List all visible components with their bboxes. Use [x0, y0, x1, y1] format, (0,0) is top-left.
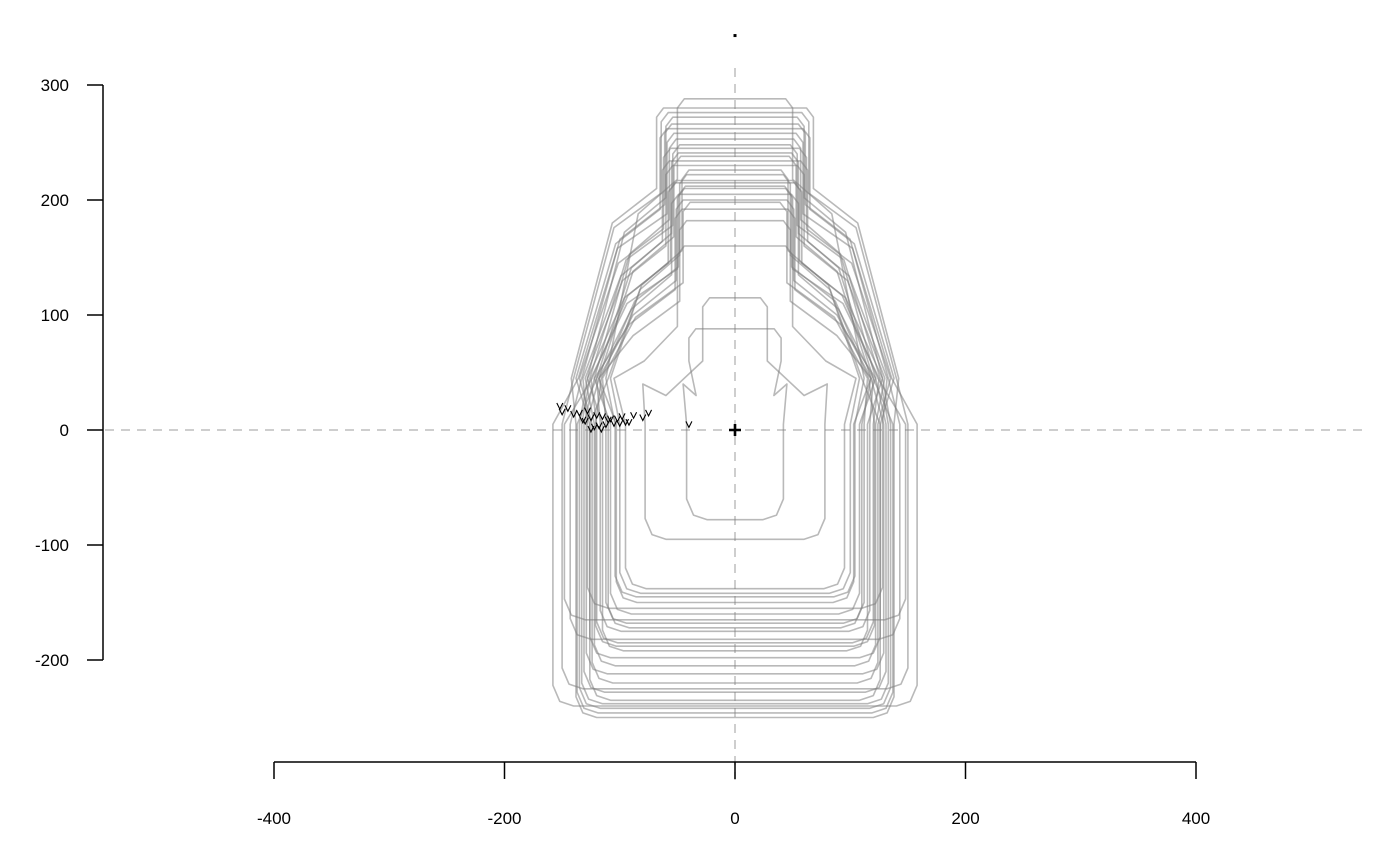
start-marker-9 [575, 409, 583, 418]
outline-series-15 [575, 127, 895, 702]
outline-series-11 [584, 164, 886, 667]
outline-series-5 [593, 208, 877, 615]
outline-series-1 [682, 328, 788, 521]
outline-series-26 [576, 152, 894, 714]
outline-series-12 [585, 155, 885, 675]
y-tick-label: 0 [60, 421, 69, 440]
start-marker-14 [625, 418, 633, 427]
axes: -200 -100 0 100 200 300 -400 -200 0 200 400 [35, 76, 1210, 828]
start-marker-19 [618, 413, 626, 421]
start-marker-5 [593, 411, 601, 420]
outline-series-27 [594, 185, 876, 647]
x-tick-label: 0 [730, 809, 739, 828]
start-marker-6 [581, 417, 589, 426]
start-marker-1 [685, 421, 693, 429]
outline-series-25 [569, 123, 901, 641]
start-marker-7 [610, 420, 618, 428]
start-marker-28 [616, 420, 624, 428]
start-marker-10 [598, 413, 606, 421]
center-plus-marker [729, 424, 741, 436]
outline-series [552, 98, 918, 719]
y-tick-label: 100 [41, 306, 69, 325]
x-tick-label: 200 [951, 809, 979, 828]
y-tick-label: 300 [41, 76, 69, 95]
start-marker-24 [583, 407, 591, 415]
start-marker-20 [564, 405, 572, 413]
start-marker-13 [570, 410, 578, 419]
start-markers [556, 34, 741, 436]
outline-series-22 [563, 179, 907, 621]
top-dot-marker [733, 34, 737, 38]
start-marker-22 [556, 402, 564, 411]
outline-series-20 [580, 144, 890, 705]
outline-series-4 [598, 219, 872, 604]
x-tick-label: 400 [1182, 809, 1210, 828]
start-marker-23 [645, 409, 653, 418]
outline-series-16 [578, 116, 892, 710]
outline-series-17 [570, 107, 900, 719]
start-marker-27 [597, 425, 605, 434]
start-marker-26 [579, 416, 587, 425]
outline-series-3 [613, 245, 857, 590]
start-marker-21 [602, 421, 610, 429]
outline-series-13 [578, 147, 892, 684]
start-marker-16 [630, 411, 638, 420]
outline-series-14 [583, 138, 887, 693]
start-marker-25 [639, 414, 647, 422]
outline-series-6 [601, 201, 869, 624]
outline-series-24 [598, 199, 872, 629]
start-marker-15 [558, 408, 566, 416]
x-tick-label: -200 [487, 809, 521, 828]
outline-series-2 [642, 297, 828, 541]
outline-series-8 [590, 187, 880, 644]
y-tick-label: -100 [35, 536, 69, 555]
y-tick-label: -200 [35, 651, 69, 670]
start-marker-17 [590, 423, 598, 431]
outline-series-28 [561, 111, 909, 690]
outline-series-18 [605, 98, 865, 598]
start-marker-4 [587, 414, 595, 422]
y-tick-label: 200 [41, 191, 69, 210]
x-tick-label: -400 [257, 809, 291, 828]
start-marker-18 [607, 415, 615, 423]
